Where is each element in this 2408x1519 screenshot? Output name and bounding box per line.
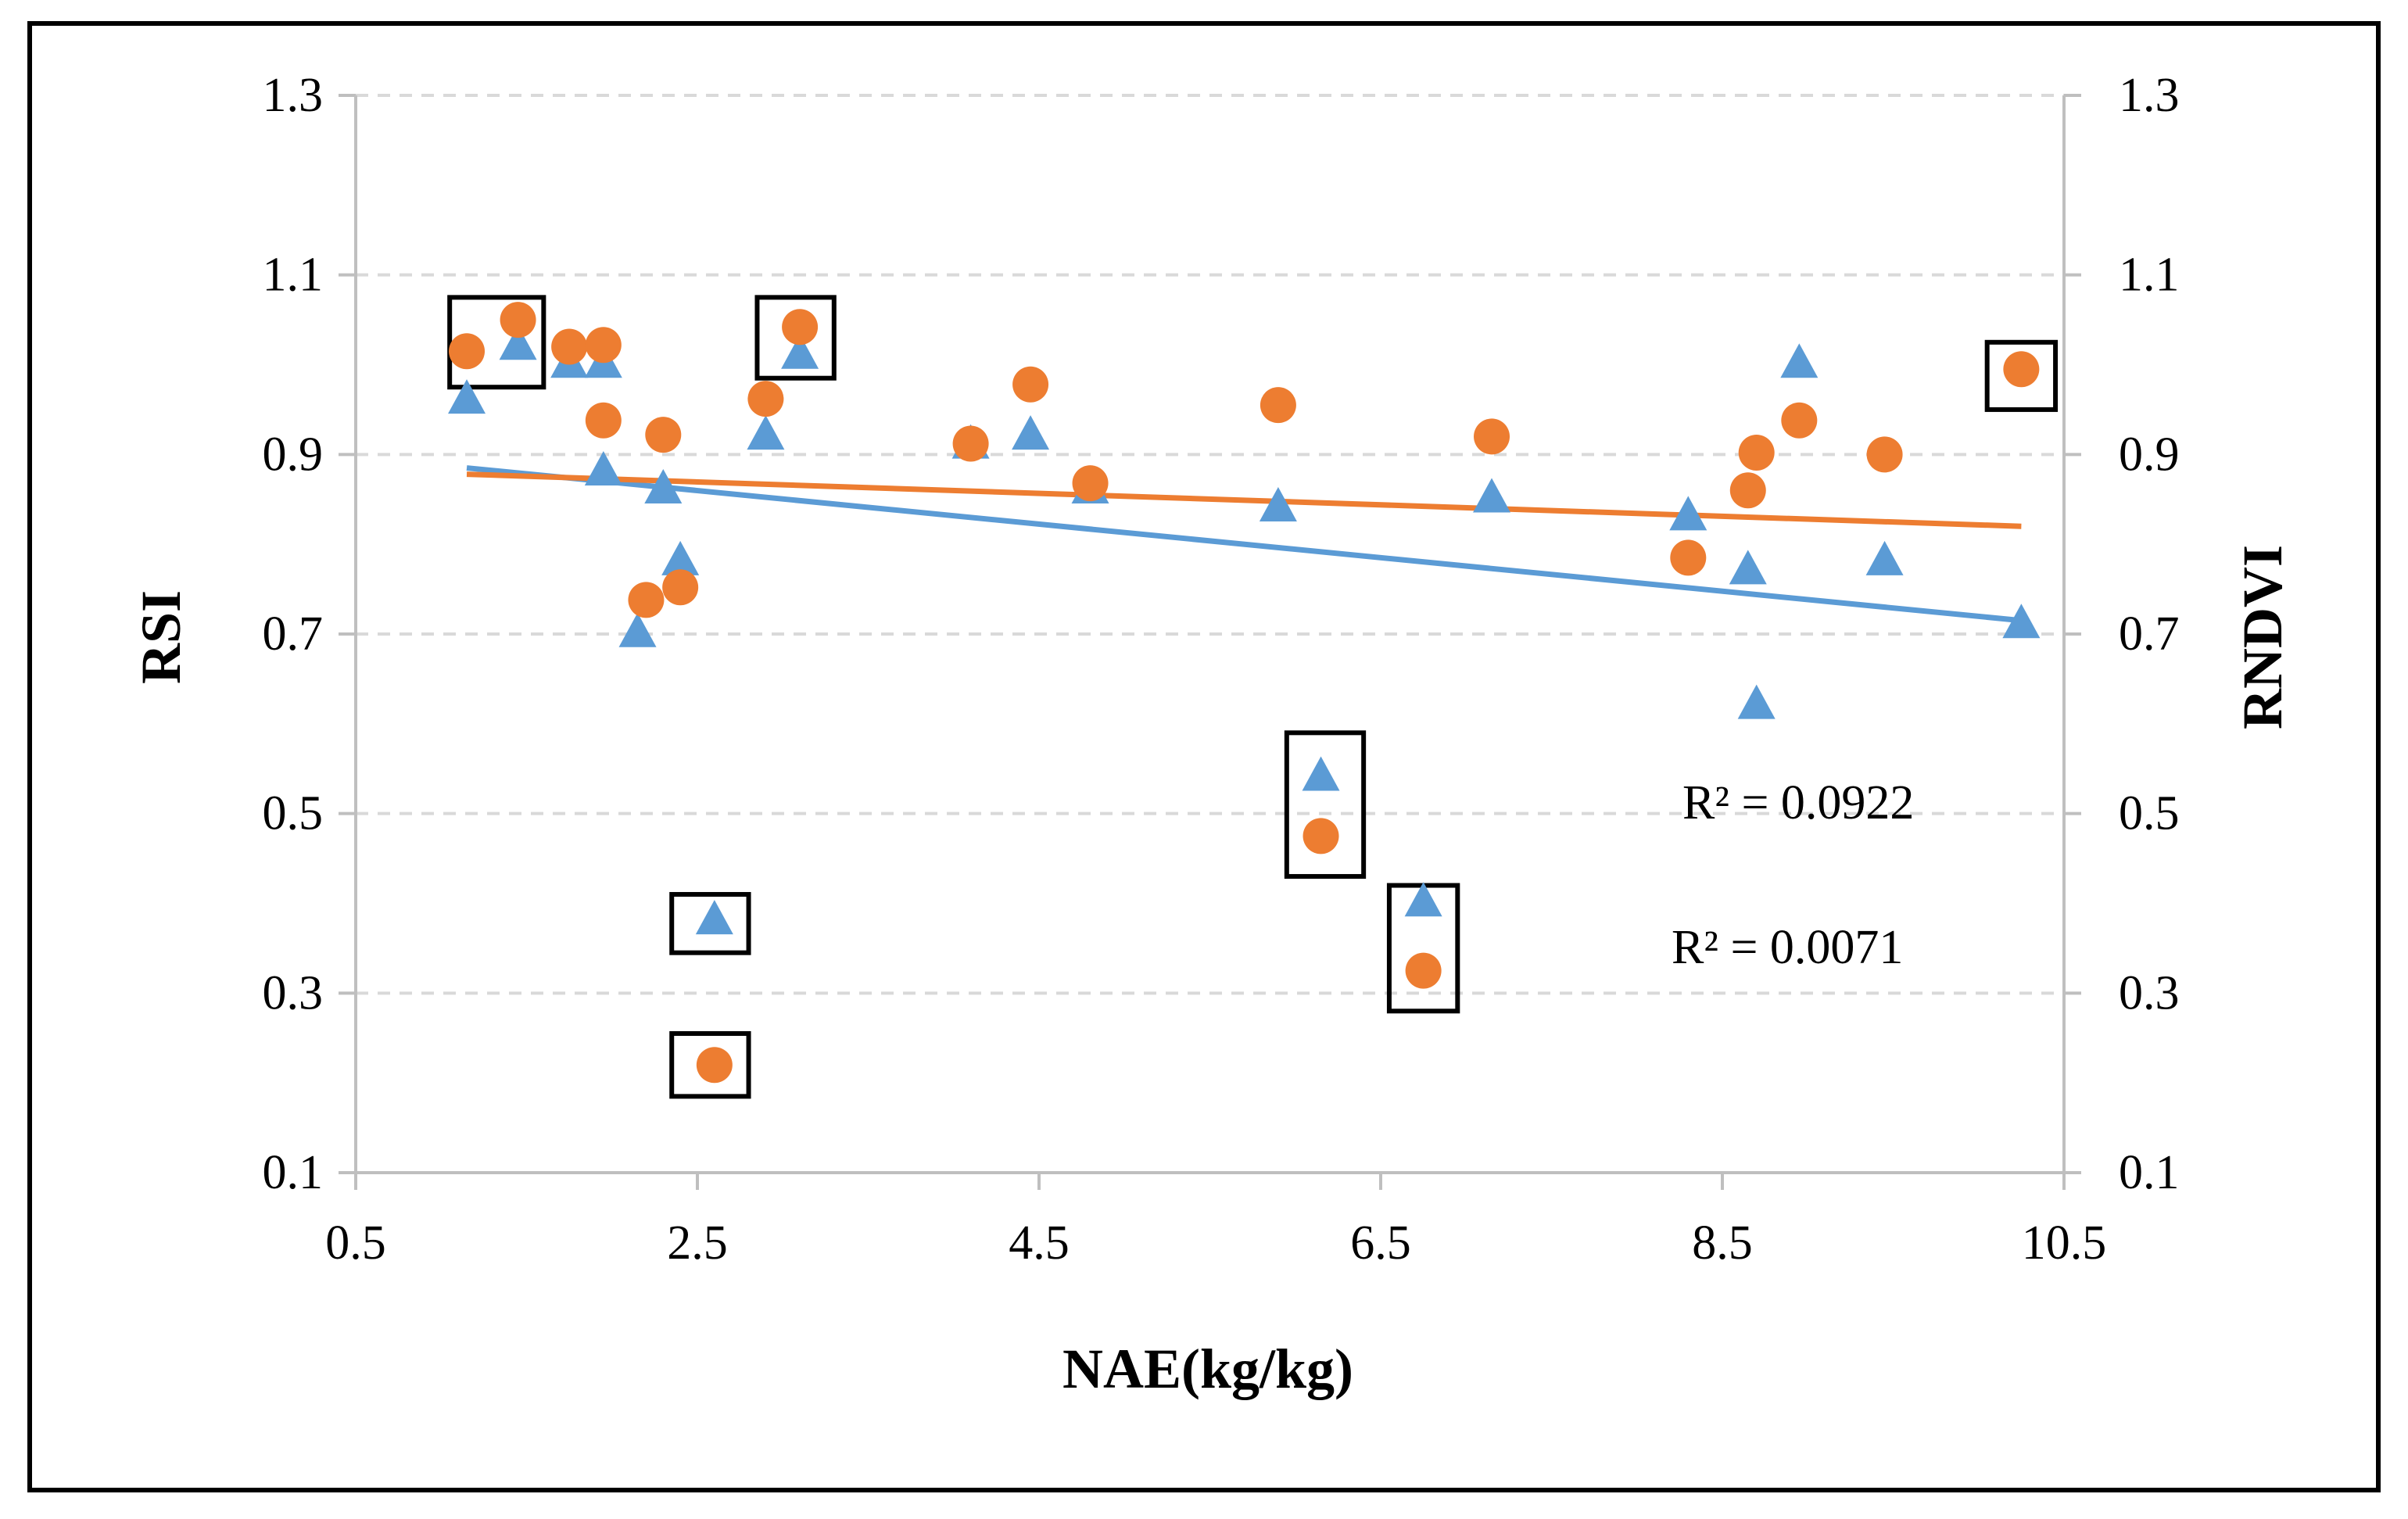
trendline-rndvi bbox=[466, 471, 2022, 529]
y2-tick-label: 1.1 bbox=[2119, 249, 2180, 302]
point-rndvi bbox=[585, 402, 622, 439]
x-tick-label: 8.5 bbox=[1692, 1216, 1753, 1270]
x-tick-label: 0.5 bbox=[325, 1216, 386, 1270]
point-rsi bbox=[584, 451, 622, 486]
highlight-box bbox=[669, 892, 751, 955]
point-rsi bbox=[1012, 415, 1050, 450]
y2-tick-label: 1.3 bbox=[2119, 69, 2180, 122]
point-rndvi bbox=[1781, 402, 1818, 439]
point-rndvi bbox=[1012, 366, 1049, 403]
point-rndvi bbox=[1405, 952, 1442, 989]
point-rsi bbox=[644, 468, 683, 503]
point-rsi bbox=[1669, 496, 1707, 531]
point-rndvi bbox=[500, 302, 536, 339]
point-rsi bbox=[499, 325, 537, 360]
r2-label-rndvi: R² = 0.0071 bbox=[1672, 921, 1903, 974]
point-rsi bbox=[2002, 604, 2041, 639]
point-rsi bbox=[747, 415, 785, 450]
trendline-rsi bbox=[466, 465, 2022, 624]
point-rsi bbox=[695, 900, 733, 935]
point-rndvi bbox=[2003, 351, 2040, 388]
point-rsi bbox=[1780, 343, 1819, 378]
y-tick-label: 1.1 bbox=[263, 249, 324, 302]
point-rndvi bbox=[1738, 435, 1775, 471]
y-tick-label: 0.1 bbox=[263, 1146, 324, 1199]
point-rsi bbox=[661, 540, 700, 575]
y2-tick-label: 0.1 bbox=[2119, 1146, 2180, 1199]
point-rndvi bbox=[1260, 387, 1296, 424]
x-tick-label: 6.5 bbox=[1350, 1216, 1411, 1270]
point-rsi bbox=[781, 334, 819, 369]
point-rsi bbox=[618, 612, 657, 647]
point-rndvi bbox=[747, 381, 784, 417]
y2-tick-label: 0.7 bbox=[2119, 607, 2180, 661]
outer-frame bbox=[27, 21, 2381, 1492]
data-points bbox=[448, 302, 2041, 1084]
point-rndvi bbox=[782, 309, 819, 346]
point-rsi bbox=[1737, 684, 1776, 719]
highlight-box bbox=[1984, 339, 2059, 412]
point-rndvi bbox=[1303, 818, 1339, 854]
point-rndvi bbox=[952, 425, 989, 462]
point-rndvi bbox=[662, 569, 699, 606]
highlight-box bbox=[669, 1031, 751, 1099]
point-rndvi bbox=[1866, 436, 1903, 473]
y-tick-label: 0.9 bbox=[263, 428, 324, 481]
x-axis-title: NAE(kg/kg) bbox=[1062, 1338, 1353, 1400]
y2-axis-title: RNDVI bbox=[2231, 545, 2294, 729]
point-rsi bbox=[1865, 540, 1904, 575]
point-rndvi bbox=[1072, 465, 1109, 502]
point-rsi bbox=[1259, 486, 1297, 521]
point-rndvi bbox=[1729, 472, 1766, 509]
point-rndvi bbox=[645, 417, 682, 453]
chart-text: NAE(kg/kg) RSI RNDVI R² = 0.0922 R² = 0.… bbox=[130, 69, 2294, 1400]
trendlines bbox=[466, 465, 2022, 624]
y-tick-label: 0.5 bbox=[263, 787, 324, 840]
axes bbox=[339, 94, 2081, 1190]
y2-tick-label: 0.5 bbox=[2119, 787, 2180, 840]
highlight-box bbox=[1284, 730, 1367, 880]
point-rndvi bbox=[551, 328, 588, 365]
y-tick-label: 1.3 bbox=[263, 69, 324, 122]
point-rsi bbox=[448, 379, 486, 414]
y-axis-title: RSI bbox=[130, 590, 192, 684]
point-rndvi bbox=[449, 333, 486, 370]
y-tick-label: 0.3 bbox=[263, 966, 324, 1019]
point-rndvi bbox=[585, 327, 622, 364]
y-tick-label: 0.7 bbox=[263, 607, 324, 661]
point-rndvi bbox=[628, 582, 665, 618]
r2-label-rsi: R² = 0.0922 bbox=[1682, 776, 1914, 829]
point-rsi bbox=[1473, 478, 1511, 513]
point-rndvi bbox=[696, 1047, 733, 1084]
y2-tick-label: 0.3 bbox=[2119, 966, 2180, 1019]
point-rsi bbox=[1404, 882, 1442, 917]
y2-tick-label: 0.9 bbox=[2119, 428, 2180, 481]
point-rsi bbox=[1302, 756, 1340, 791]
highlight-box bbox=[754, 295, 837, 381]
point-rndvi bbox=[1670, 539, 1707, 576]
x-tick-label: 10.5 bbox=[2022, 1216, 2107, 1270]
x-tick-label: 4.5 bbox=[1009, 1216, 1070, 1270]
point-rndvi bbox=[1474, 418, 1510, 455]
x-tick-label: 2.5 bbox=[667, 1216, 728, 1270]
highlight-box bbox=[447, 295, 546, 390]
point-rsi bbox=[1729, 550, 1767, 585]
